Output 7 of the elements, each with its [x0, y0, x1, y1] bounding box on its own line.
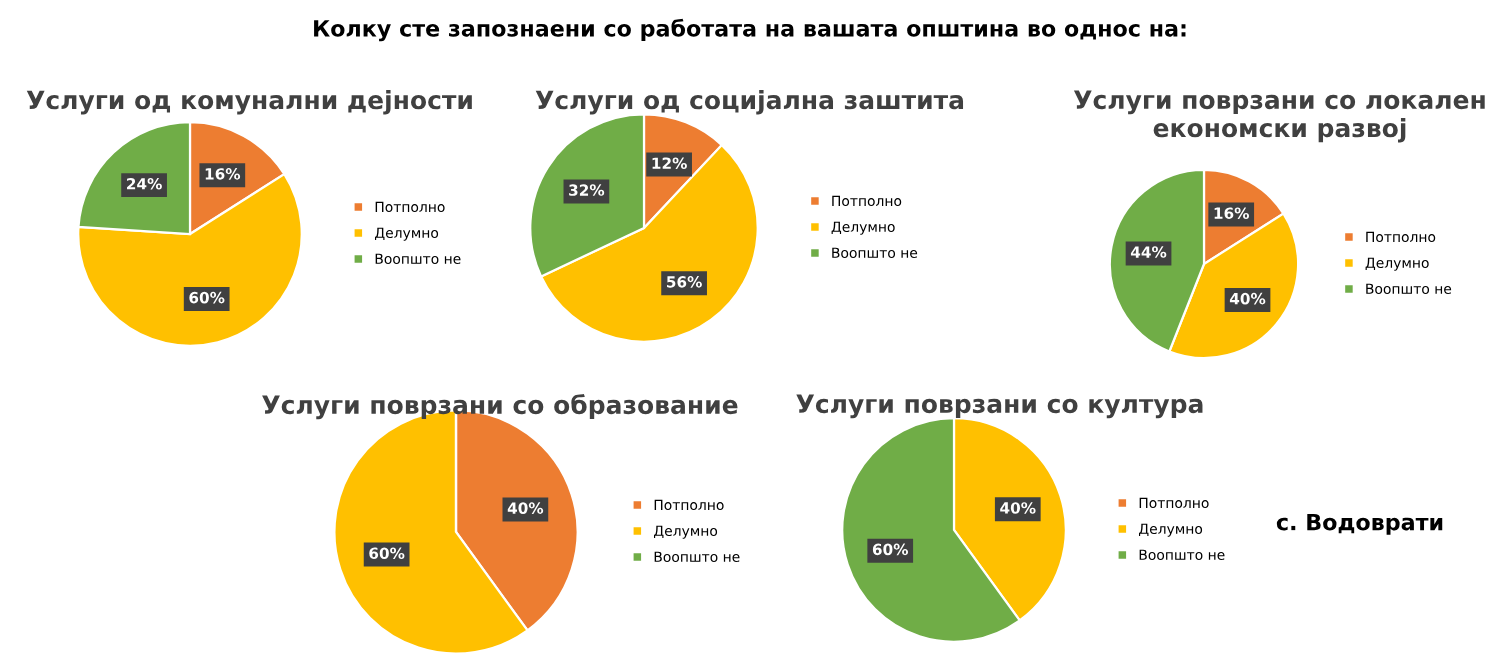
chart-title: Услуги од комунални дејности [26, 90, 472, 115]
chart-title: Услуги поврзани со локален економски развој [1073, 90, 1485, 143]
chart-title: Услуги од социјална заштита [535, 90, 964, 115]
text: Колку сте запознаени со работата на вашата општина во однос на: [314, 18, 1186, 42]
chart-title: Услуги поврзани со образование [262, 394, 738, 420]
text: с. Водоврати [1276, 513, 1443, 535]
chart-title: Услуги поврзани со култура [796, 394, 1203, 419]
